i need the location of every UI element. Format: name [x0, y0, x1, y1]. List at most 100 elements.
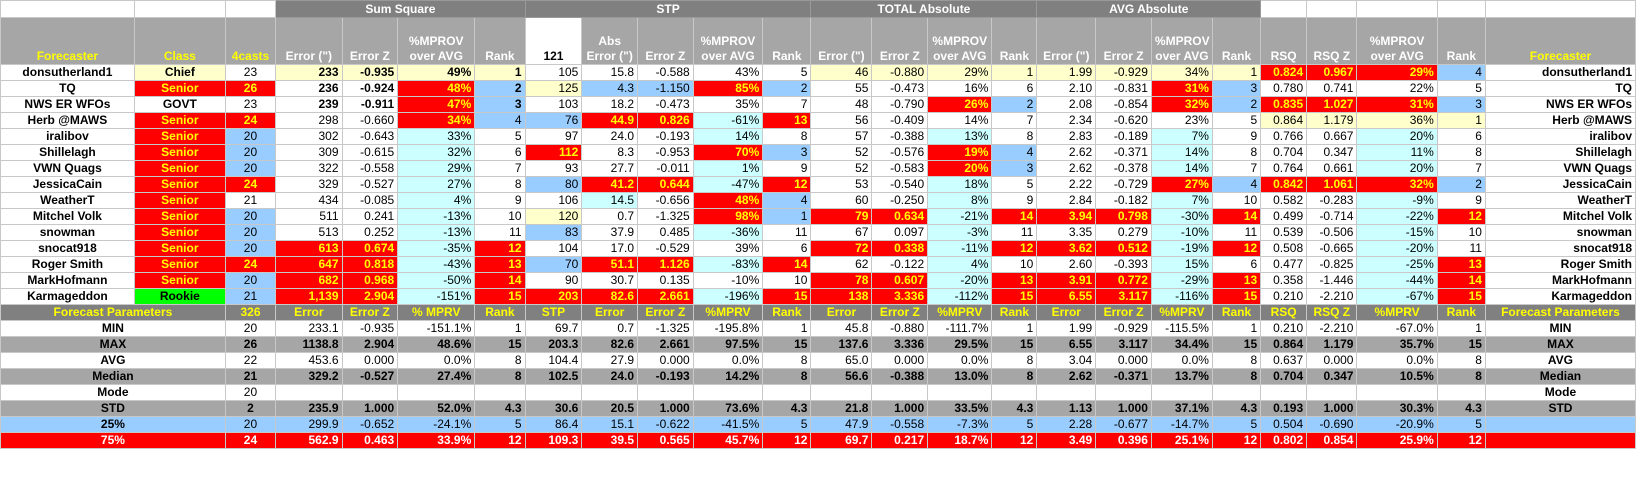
table-cell: 103 [524, 96, 583, 113]
stat-cell [474, 384, 526, 401]
params-header-cell: Error [581, 304, 639, 321]
stat-cell: -14.7% [1150, 416, 1213, 433]
stat-cell: -0.652 [341, 416, 399, 433]
stat-cell: 22 [224, 352, 277, 369]
table-cell: 70% [692, 144, 764, 161]
table-cell: 2.08 [1036, 96, 1097, 113]
table-cell: 511 [275, 208, 343, 225]
table-cell: 20 [224, 272, 277, 289]
stat-cell: 4.3 [474, 400, 526, 417]
stat-cell: 12 [762, 432, 812, 449]
stat-cell: 0.864 [1260, 336, 1308, 353]
stat-cell: 37.1% [1150, 400, 1213, 417]
stat-cell: 30.6 [524, 400, 583, 417]
forecaster-name-cell: JessicaCain [1484, 176, 1636, 193]
stat-cell: 0.802 [1260, 432, 1308, 449]
params-header-cell: Error Z [341, 304, 399, 321]
table-cell: -22% [1356, 208, 1438, 225]
table-cell: 21 [224, 192, 277, 209]
table-cell: 9 [991, 192, 1038, 209]
table-cell: 682 [275, 272, 343, 289]
stat-cell: 97.5% [692, 336, 764, 353]
stat-cell [810, 384, 873, 401]
stat-label-cell: STD [1484, 400, 1636, 417]
stat-cell: 8 [1436, 368, 1486, 385]
table-cell: -0.790 [871, 96, 929, 113]
table-cell: 0.485 [637, 224, 694, 241]
table-cell: -47% [692, 176, 764, 193]
table-cell: 2 [474, 80, 526, 97]
stat-cell: 27.9 [581, 352, 639, 369]
stat-cell: -0.929 [1095, 320, 1152, 337]
table-cell: 15.8 [581, 64, 639, 81]
stat-cell: 0.000 [637, 352, 694, 369]
table-cell: 5 [991, 176, 1038, 193]
stat-cell: -67.0% [1356, 320, 1438, 337]
table-cell: -15% [1356, 224, 1438, 241]
table-cell: -0.620 [1095, 112, 1152, 129]
table-cell: 78 [810, 272, 873, 289]
table-cell: 13 [474, 256, 526, 273]
table-cell: 0.512 [1095, 240, 1152, 257]
table-cell: 4.3 [581, 80, 639, 97]
group-sum-square: Sum Square [275, 0, 526, 18]
col-total-error-z: Error Z [871, 17, 929, 65]
table-cell: -0.250 [871, 192, 929, 209]
stat-cell: 15 [1436, 336, 1486, 353]
table-cell: 2.10 [1036, 80, 1097, 97]
stat-cell: -0.371 [1095, 368, 1152, 385]
table-cell: 3.62 [1036, 240, 1097, 257]
table-cell: 7 [1211, 160, 1262, 177]
forecaster-name-cell: donsutherland1 [0, 64, 135, 81]
table-cell: 14% [1150, 160, 1213, 177]
table-cell: 35% [692, 96, 764, 113]
forecaster-name-cell: donsutherland1 [1484, 64, 1636, 81]
stat-cell: 0.000 [871, 352, 929, 369]
stat-cell: 21.8 [810, 400, 873, 417]
class-cell: Senior [133, 240, 226, 257]
table-cell: -0.409 [871, 112, 929, 129]
table-cell: 15 [1436, 288, 1486, 305]
stat-cell: 29.5% [927, 336, 993, 353]
table-cell: 7% [1150, 192, 1213, 209]
table-cell: -0.473 [871, 80, 929, 97]
stat-label-cell: MAX [0, 336, 226, 353]
stat-cell: -0.558 [871, 416, 929, 433]
table-cell: -0.583 [871, 160, 929, 177]
stat-cell: 14.2% [692, 368, 764, 385]
stat-cell: 2 [224, 400, 277, 417]
stat-cell: 3.04 [1036, 352, 1097, 369]
stat-cell [692, 384, 764, 401]
stat-cell: 1.000 [1306, 400, 1358, 417]
table-cell: 20 [224, 128, 277, 145]
table-cell: 93 [524, 160, 583, 177]
stat-cell: 1 [1436, 320, 1486, 337]
stat-cell [1306, 384, 1358, 401]
table-cell: 14% [1150, 144, 1213, 161]
stat-cell: 65.0 [810, 352, 873, 369]
table-cell: -1.325 [637, 208, 694, 225]
table-cell: 0.741 [1306, 80, 1358, 97]
params-header-cell: Error [1036, 304, 1097, 321]
forecaster-name-cell: MarkHofmann [1484, 272, 1636, 289]
table-cell: 1.179 [1306, 112, 1358, 129]
stat-cell: -41.5% [692, 416, 764, 433]
forecaster-name-cell: Roger Smith [1484, 256, 1636, 273]
table-cell: 6 [1211, 256, 1262, 273]
table-cell: 23 [224, 96, 277, 113]
table-cell: 31% [1150, 80, 1213, 97]
table-cell: 8% [927, 192, 993, 209]
col-total-error: Error (") [810, 17, 873, 65]
class-cell: Senior [133, 272, 226, 289]
stat-cell: 12 [991, 432, 1038, 449]
table-cell: -21% [927, 208, 993, 225]
forecaster-name-cell: VWN Quags [0, 160, 135, 177]
table-cell: 6.55 [1036, 288, 1097, 305]
forecaster-name-cell: Shillelagh [1484, 144, 1636, 161]
table-cell: -0.011 [637, 160, 694, 177]
table-cell: 3.91 [1036, 272, 1097, 289]
table-cell: -196% [692, 288, 764, 305]
stat-cell: 12 [474, 432, 526, 449]
table-cell: 23 [224, 64, 277, 81]
table-cell: 14 [1211, 208, 1262, 225]
